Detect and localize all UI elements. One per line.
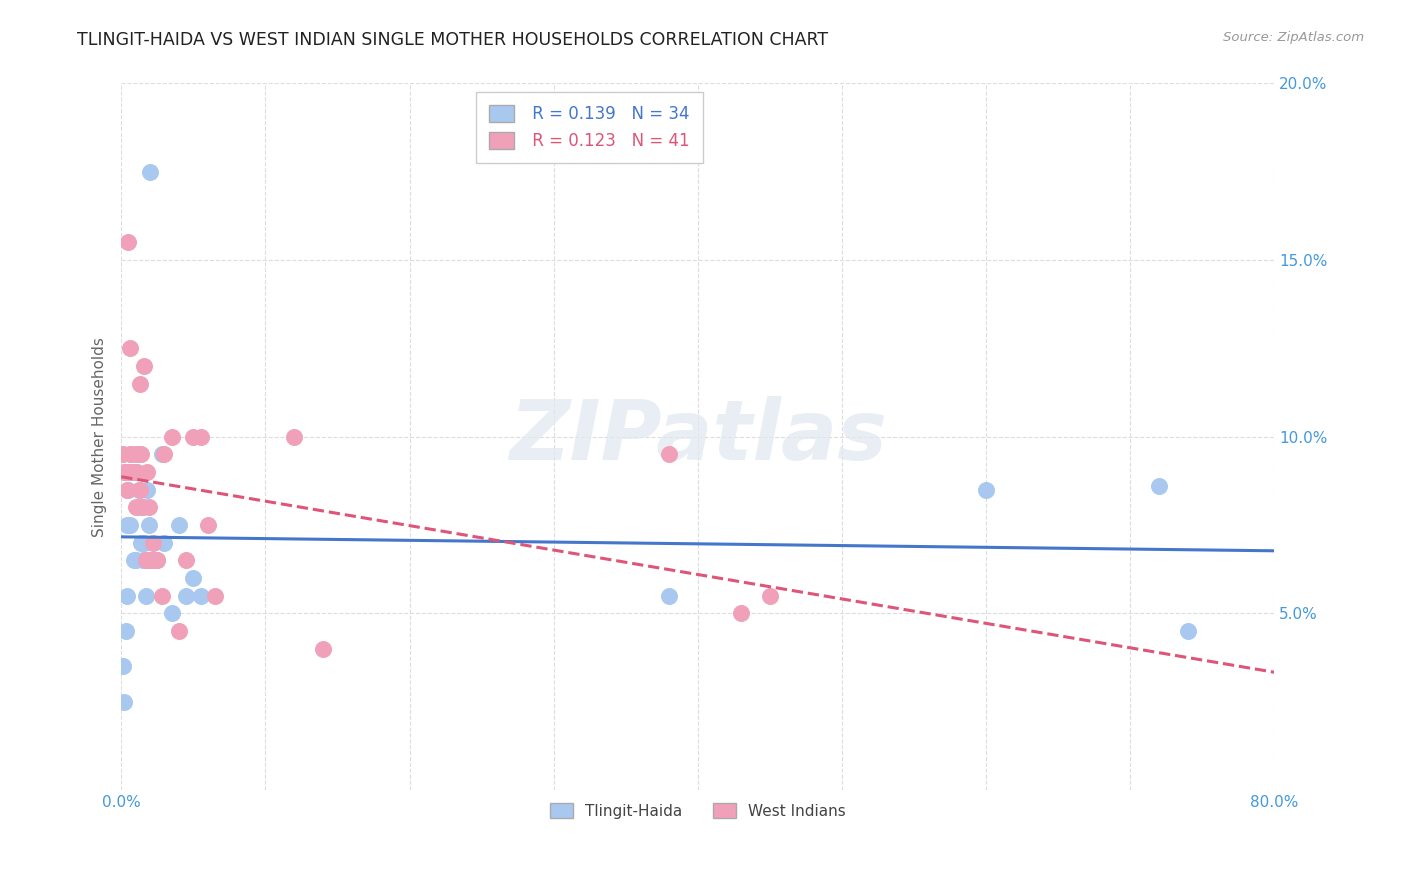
Point (125, 447, 148, 461)
Point (1177, 624, 1199, 638)
Point (730, 607, 752, 621)
Point (122, 553, 145, 567)
Point (115, 518, 138, 533)
Point (658, 589, 681, 603)
Point (115, 589, 138, 603)
Point (283, 430, 305, 444)
Point (312, 641, 335, 656)
Point (190, 430, 212, 444)
Point (658, 447, 681, 461)
Point (150, 589, 173, 603)
Point (139, 553, 162, 567)
Point (181, 571, 204, 585)
Point (111, 447, 134, 461)
Point (139, 165, 162, 179)
Point (129, 483, 152, 497)
Y-axis label: Single Mother Households: Single Mother Households (93, 337, 107, 537)
Point (136, 465, 159, 479)
Point (181, 430, 204, 444)
Point (138, 500, 160, 515)
Point (138, 518, 160, 533)
Point (974, 483, 997, 497)
Point (131, 535, 153, 549)
Point (142, 553, 165, 567)
Point (150, 447, 173, 461)
Point (134, 359, 156, 373)
Point (117, 235, 139, 250)
Point (118, 518, 141, 533)
Point (134, 535, 156, 549)
Point (146, 553, 169, 567)
Point (132, 553, 155, 567)
Point (1147, 479, 1170, 493)
Point (118, 342, 141, 356)
Point (118, 447, 141, 461)
Point (128, 447, 150, 461)
Point (136, 483, 159, 497)
Text: TLINGIT-HAIDA VS WEST INDIAN SINGLE MOTHER HOUSEHOLDS CORRELATION CHART: TLINGIT-HAIDA VS WEST INDIAN SINGLE MOTH… (77, 31, 828, 49)
Point (131, 447, 153, 461)
Point (112, 695, 135, 709)
Point (115, 465, 138, 479)
Point (160, 430, 183, 444)
Point (114, 624, 136, 638)
Point (121, 447, 143, 461)
Text: Source: ZipAtlas.com: Source: ZipAtlas.com (1223, 31, 1364, 45)
Point (153, 535, 176, 549)
Point (174, 553, 197, 567)
Point (759, 589, 782, 603)
Point (190, 589, 212, 603)
Point (142, 535, 165, 549)
Point (132, 500, 155, 515)
Point (204, 589, 226, 603)
Point (120, 465, 142, 479)
Point (124, 465, 146, 479)
Point (129, 376, 152, 391)
Point (167, 624, 190, 638)
Point (122, 465, 145, 479)
Point (197, 518, 219, 533)
Point (135, 553, 157, 567)
Point (124, 500, 146, 515)
Point (124, 553, 146, 567)
Point (160, 607, 183, 621)
Point (135, 589, 157, 603)
Legend: Tlingit-Haida, West Indians: Tlingit-Haida, West Indians (544, 797, 852, 825)
Point (114, 465, 136, 479)
Point (121, 465, 143, 479)
Point (125, 465, 148, 479)
Point (174, 589, 197, 603)
Point (112, 465, 135, 479)
Point (120, 465, 142, 479)
Text: ZIPatlas: ZIPatlas (509, 396, 887, 477)
Point (141, 553, 163, 567)
Point (117, 483, 139, 497)
Point (115, 483, 138, 497)
Point (128, 483, 150, 497)
Point (146, 553, 169, 567)
Point (167, 518, 190, 533)
Point (129, 500, 152, 515)
Point (111, 659, 134, 673)
Point (153, 447, 176, 461)
